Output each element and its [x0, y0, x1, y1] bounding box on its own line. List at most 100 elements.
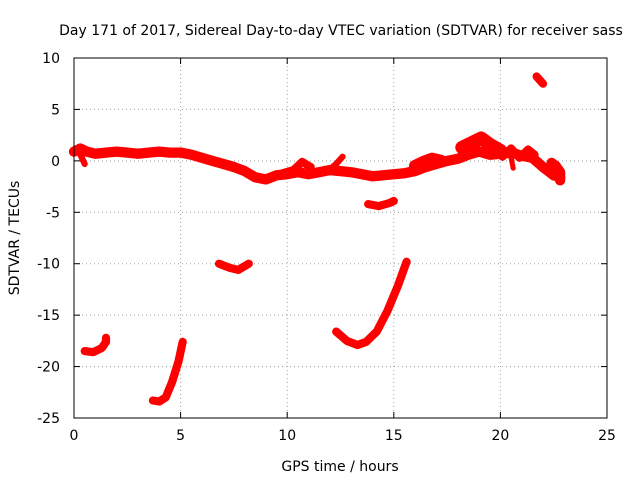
data-series-bump-10.5: [278, 157, 315, 178]
data-point: [465, 152, 471, 158]
data-point: [487, 152, 493, 158]
data-point: [391, 171, 397, 177]
chart-title: Day 171 of 2017, Sidereal Day-to-day VTE…: [59, 23, 623, 39]
data-point: [476, 149, 482, 155]
y-tick-label: 0: [51, 154, 60, 170]
y-tick-label: -10: [37, 257, 60, 273]
data-point: [333, 329, 339, 335]
data-point: [156, 149, 162, 155]
grid-lines: [74, 58, 607, 418]
data-series-segment-sat-c: [214, 259, 253, 274]
y-tick-label: 10: [42, 51, 60, 67]
data-point: [459, 145, 465, 150]
data-point: [374, 329, 380, 335]
data-point: [124, 150, 130, 156]
data-point: [532, 152, 537, 158]
data-point: [387, 200, 392, 206]
y-tick-label: -25: [37, 411, 60, 427]
data-point: [391, 198, 397, 204]
data-series-blob-16.5: [408, 152, 447, 173]
axis-ticks: 0 5 10 15 20 25 -25 -20 -15 -10 -5 0 5 10: [37, 51, 616, 444]
data-point: [180, 339, 186, 345]
data-point: [510, 165, 516, 171]
data-point: [77, 152, 83, 158]
data-point: [82, 161, 88, 167]
data-point: [487, 141, 493, 147]
data-point: [188, 152, 194, 158]
data-point: [363, 339, 369, 345]
data-series-segment-sat-f: [332, 257, 411, 350]
data-point: [376, 203, 382, 209]
y-tick-label: -20: [37, 360, 60, 376]
data-point: [557, 177, 563, 183]
data-point: [525, 147, 531, 152]
data-point: [235, 267, 241, 273]
data-point: [280, 170, 286, 176]
y-axis-label: SDTVAR / TECUs: [7, 181, 23, 296]
data-point: [384, 308, 390, 314]
data-point: [308, 164, 314, 170]
data-point: [412, 163, 418, 169]
data-point: [540, 164, 546, 170]
data-point: [146, 150, 152, 156]
data-traces: [68, 72, 566, 406]
data-point: [84, 149, 90, 155]
data-point: [77, 146, 83, 151]
x-tick-label: 0: [70, 428, 79, 444]
data-point: [156, 399, 162, 404]
data-point: [92, 151, 98, 157]
data-point: [557, 169, 563, 175]
data-point: [380, 172, 386, 178]
data-point: [299, 159, 305, 165]
data-point: [103, 150, 109, 156]
data-point: [252, 174, 258, 180]
data-point: [478, 135, 484, 141]
data-point: [470, 139, 476, 145]
data-point: [359, 171, 365, 177]
x-tick-label: 5: [176, 428, 185, 444]
data-point: [82, 348, 88, 354]
data-point: [421, 159, 427, 165]
data-point: [455, 156, 461, 162]
x-tick-label: 20: [491, 428, 509, 444]
data-point: [263, 176, 269, 182]
data-point: [242, 168, 248, 174]
data-point: [176, 358, 181, 364]
data-point: [220, 161, 226, 167]
data-point: [338, 168, 343, 174]
data-point: [246, 261, 252, 267]
data-point: [395, 282, 401, 288]
plot-frame: [73, 57, 608, 419]
data-point: [508, 155, 514, 161]
data-point: [365, 201, 371, 207]
data-point: [90, 349, 96, 355]
data-point: [231, 164, 237, 170]
data-series-segment-sat-e: [148, 337, 187, 406]
data-point: [344, 338, 350, 344]
data-point: [135, 151, 141, 157]
x-tick-label: 15: [385, 428, 403, 444]
y-tick-label: -5: [46, 205, 60, 221]
data-point: [167, 150, 173, 156]
data-point: [103, 339, 109, 345]
data-point: [534, 74, 540, 79]
x-tick-label: 25: [598, 428, 616, 444]
data-point: [216, 261, 222, 267]
data-point: [438, 158, 444, 164]
data-point: [291, 167, 297, 173]
data-point: [210, 158, 216, 164]
data-point: [348, 169, 354, 175]
data-point: [163, 394, 169, 400]
x-axis-label: GPS time / hours: [281, 459, 398, 475]
data-point: [355, 342, 361, 348]
data-point: [333, 161, 339, 167]
data-point: [150, 398, 156, 403]
y-tick-label: -15: [37, 308, 60, 324]
data-point: [553, 163, 559, 169]
y-tick-label: 5: [51, 102, 60, 118]
data-point: [404, 259, 410, 265]
data-point: [402, 170, 407, 176]
data-point: [508, 146, 514, 151]
data-point: [500, 154, 505, 160]
